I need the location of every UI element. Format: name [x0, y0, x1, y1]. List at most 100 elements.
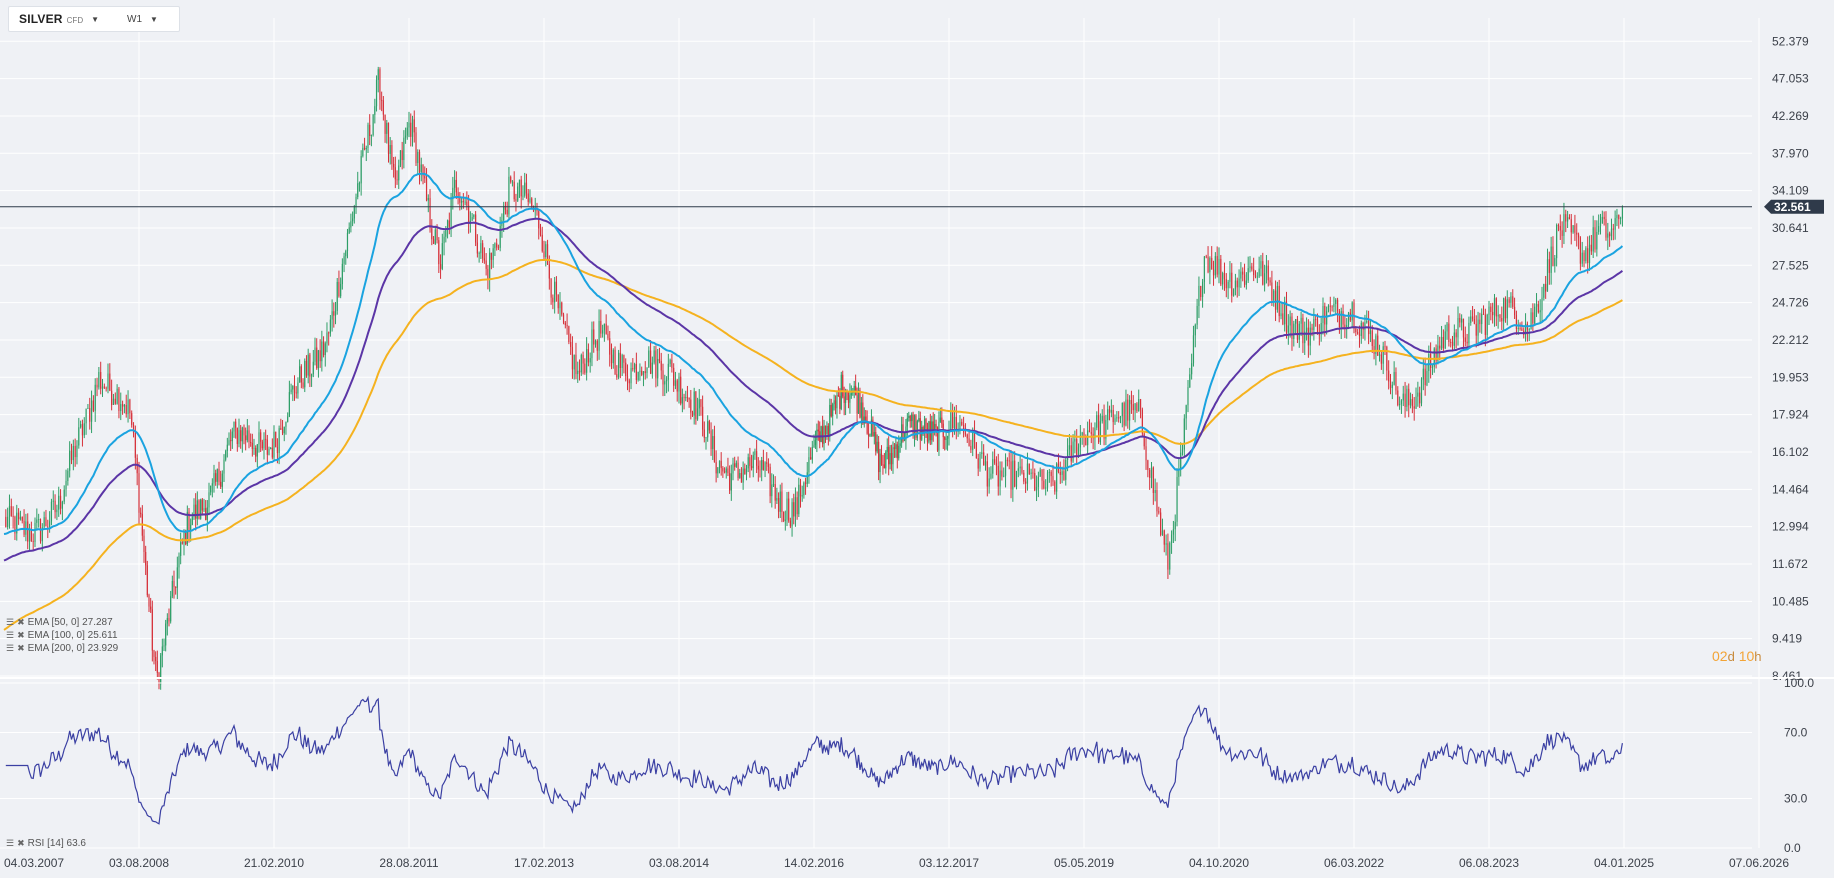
remove-icon[interactable]: ✖	[17, 838, 25, 848]
candle-body	[941, 417, 943, 424]
candle-body	[855, 385, 857, 396]
candle-body	[566, 325, 568, 327]
ema200-line	[3, 258, 1623, 631]
settings-icon[interactable]: ☰	[6, 643, 15, 653]
settings-icon[interactable]: ☰	[6, 617, 15, 627]
candle-body	[80, 424, 82, 428]
candle	[1556, 223, 1558, 267]
candle-body	[1262, 261, 1264, 285]
symbol-name[interactable]: SILVER	[19, 12, 63, 26]
candle-body	[975, 442, 977, 459]
candle-body	[837, 395, 840, 396]
candle-body	[293, 385, 296, 393]
price-axis: 52.37947.05342.26937.97034.10930.64127.5…	[1772, 34, 1809, 683]
candle	[1492, 302, 1494, 324]
candle-body	[1052, 476, 1054, 482]
settings-icon[interactable]: ☰	[6, 838, 15, 848]
candle-body	[557, 294, 559, 309]
candle-body	[925, 418, 927, 429]
candle	[1187, 380, 1189, 413]
candle	[471, 213, 473, 221]
candle	[705, 436, 707, 450]
candle-body	[28, 529, 31, 542]
candle	[362, 143, 364, 158]
remove-icon[interactable]: ✖	[17, 617, 25, 627]
candle	[1050, 470, 1052, 487]
candle-body	[1510, 296, 1512, 303]
candle	[525, 173, 528, 199]
candle-body	[191, 516, 193, 525]
candle	[129, 398, 131, 420]
candle-body	[216, 469, 218, 482]
candle	[1110, 399, 1112, 418]
candle-body	[138, 473, 140, 513]
candle	[404, 127, 407, 144]
candle	[255, 445, 257, 463]
candle-body	[644, 371, 646, 374]
candle	[1167, 533, 1169, 579]
candle	[322, 336, 325, 358]
settings-icon[interactable]: ☰	[6, 630, 15, 640]
symbol-toolbar[interactable]: SILVER CFD ▼ W1 ▼	[8, 6, 180, 32]
candle	[396, 170, 398, 185]
candle	[903, 433, 906, 442]
candle	[529, 189, 531, 204]
candle	[1585, 246, 1587, 264]
candle	[1461, 314, 1463, 331]
candle-body	[1253, 269, 1255, 276]
candle-body	[1220, 258, 1222, 285]
candle-body	[406, 127, 408, 136]
candle	[1231, 263, 1233, 303]
timeframe-dropdown-icon[interactable]: ▼	[150, 14, 158, 24]
candle	[577, 361, 579, 383]
candle-body	[1358, 333, 1361, 337]
candle-body	[847, 392, 850, 403]
candle	[215, 469, 217, 486]
candle-body	[1468, 322, 1470, 344]
candle-body	[895, 444, 897, 449]
candle-body	[85, 408, 87, 424]
candle-body	[445, 230, 447, 237]
candle	[834, 395, 837, 415]
candle	[1471, 306, 1474, 322]
remove-icon[interactable]: ✖	[17, 643, 25, 653]
candle-body	[688, 397, 690, 400]
candle-body	[545, 244, 547, 258]
candle-body	[1311, 327, 1313, 330]
candle-body	[1211, 257, 1213, 270]
timeframe-label[interactable]: W1	[127, 13, 143, 25]
candle	[81, 419, 84, 447]
candle-body	[417, 151, 419, 164]
candle-body	[737, 462, 739, 478]
candle	[952, 403, 954, 438]
candle-body	[735, 462, 737, 467]
candle-body	[96, 384, 98, 388]
remove-icon[interactable]: ✖	[17, 630, 25, 640]
candle	[1559, 214, 1561, 240]
candle-body	[1315, 318, 1317, 320]
candle-body	[1004, 459, 1007, 476]
candle-body	[796, 497, 798, 515]
candle	[688, 397, 690, 408]
candle	[1612, 223, 1614, 241]
candle	[820, 425, 822, 443]
candle	[410, 113, 412, 147]
candle	[50, 498, 53, 526]
candle-body	[646, 367, 648, 374]
candle-body	[1435, 348, 1437, 362]
symbol-dropdown-icon[interactable]: ▼	[91, 14, 100, 24]
candle	[357, 171, 359, 200]
candle	[1382, 341, 1384, 375]
candle	[268, 446, 270, 456]
candle-body	[1229, 272, 1231, 282]
candle	[674, 371, 677, 390]
candle	[962, 416, 965, 438]
candle	[745, 464, 748, 481]
candle-body	[653, 350, 655, 363]
candle-body	[664, 381, 666, 385]
candle-body	[166, 618, 168, 624]
candle	[304, 358, 306, 393]
candle	[1192, 325, 1195, 367]
candle-body	[1163, 530, 1165, 545]
